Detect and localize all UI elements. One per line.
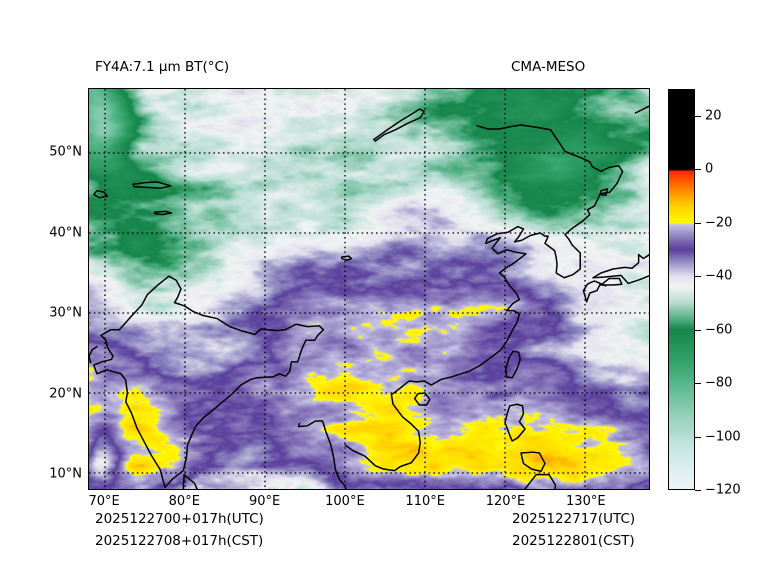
x-axis-tick-label: 70°E — [88, 494, 120, 509]
x-axis-tick-label: 120°E — [485, 494, 526, 509]
coastline-path — [520, 451, 546, 473]
colorbar-ticklabel: −80 — [705, 375, 733, 391]
brightness-temperature-heatmap — [89, 89, 649, 489]
valid-time-cst: 2025122801(CST) — [512, 533, 635, 549]
colorbar-ticklabel: −20 — [705, 215, 733, 231]
coastline-path — [505, 350, 521, 379]
coastline-path — [476, 124, 610, 173]
coastline-path — [504, 403, 526, 442]
coastline-path — [592, 253, 649, 285]
coastline-path — [524, 473, 557, 489]
colorbar-tickmark — [695, 329, 701, 331]
colorbar-ticklabel: −120 — [705, 482, 741, 498]
coastline-path — [600, 277, 623, 286]
coastline-path — [297, 420, 347, 489]
coastline-path — [413, 392, 431, 406]
x-axis-tick-label: 110°E — [405, 494, 445, 509]
y-axis-tick-label: 10°N — [49, 466, 82, 482]
gridline-overlay — [89, 89, 649, 489]
colorbar-tickmark — [695, 436, 701, 438]
x-axis-tick-label: 100°E — [325, 494, 365, 509]
colorbar-ticklabel: 20 — [705, 108, 722, 124]
coastline-path — [125, 378, 252, 489]
coastline-path — [599, 188, 609, 197]
y-axis-tick-label: 30°N — [49, 305, 82, 321]
y-axis-tick-label: 40°N — [49, 225, 82, 241]
colorbar-tickmark — [695, 276, 701, 278]
valid-time-utc: 2025122717(UTC) — [512, 511, 636, 527]
x-axis-tick-label: 80°E — [168, 494, 200, 509]
forecast-init-utc: 2025122700+017h(UTC) — [95, 511, 264, 527]
x-axis-tick-label: 90°E — [248, 494, 281, 509]
coastline-path — [582, 280, 607, 303]
coastline-path — [93, 275, 325, 394]
model-label: CMA-MESO — [511, 59, 586, 75]
colorbar-tickmark — [695, 169, 701, 171]
coastline-path — [132, 181, 172, 189]
x-axis-tick-label: 130°E — [566, 494, 606, 509]
coastline-path — [344, 225, 541, 472]
colorbar-tickmark — [695, 490, 701, 491]
coastline-path — [153, 210, 173, 216]
coastline-path — [341, 255, 353, 261]
colorbar — [668, 89, 695, 490]
coastline-path — [89, 345, 98, 364]
coastline-path — [373, 108, 425, 142]
colorbar-tickmark — [695, 115, 701, 117]
coastline-path — [182, 473, 198, 489]
colorbar-ticklabel: 0 — [705, 161, 714, 177]
coastline-path — [93, 189, 109, 199]
coastline-path — [634, 105, 649, 114]
map-plot-area — [88, 88, 650, 490]
y-axis-tick-label: 20°N — [49, 386, 82, 401]
colorbar-ticklabel: −40 — [705, 268, 733, 284]
colorbar-ticklabel: −100 — [705, 429, 741, 444]
colorbar-tickmark — [695, 383, 701, 385]
forecast-init-cst: 2025122708+017h(CST) — [95, 533, 264, 549]
coastline-overlay — [89, 105, 649, 489]
colorbar-gradient — [669, 90, 694, 489]
y-axis-tick-label: 50°N — [49, 144, 82, 160]
colorbar-tickmark — [695, 222, 701, 224]
page-title: FY4A:7.1 μm BT(°C) — [95, 59, 230, 75]
colorbar-ticklabel: −60 — [705, 322, 733, 338]
